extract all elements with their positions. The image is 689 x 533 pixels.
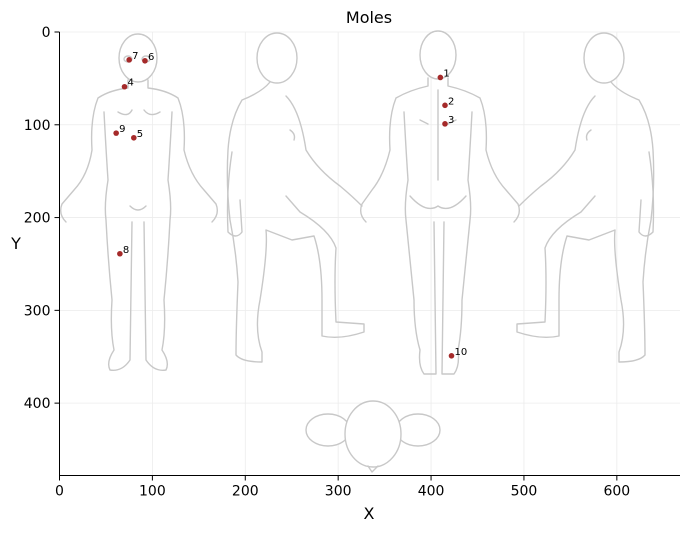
mole-label-4: 4 xyxy=(128,78,134,89)
y-tick-label: 100 xyxy=(24,118,51,134)
mole-point-2 xyxy=(442,102,448,109)
chart-title: Moles xyxy=(346,8,392,27)
x-ticks: 0 100 200 300 400 500 600 xyxy=(55,475,630,500)
mole-label-8: 8 xyxy=(123,245,129,256)
y-tick-label: 400 xyxy=(24,396,51,412)
mole-point-7 xyxy=(126,57,132,63)
x-tick-label: 600 xyxy=(603,484,630,500)
x-tick-label: 200 xyxy=(232,484,259,500)
y-tick-label: 0 xyxy=(42,25,51,41)
x-tick-label: 100 xyxy=(139,484,166,500)
mole-label-9: 9 xyxy=(119,124,125,135)
x-tick-label: 0 xyxy=(55,484,64,500)
x-axis-title: X xyxy=(364,504,375,523)
front-body-figure xyxy=(59,33,219,371)
mole-label-2: 2 xyxy=(448,96,454,107)
side-body-figure-left xyxy=(516,32,655,363)
mole-point-3 xyxy=(442,121,448,127)
back-body-figure xyxy=(359,30,521,375)
mole-point-5 xyxy=(131,134,137,141)
mole-label-7: 7 xyxy=(132,51,138,62)
y-ticks: 0 100 200 300 400 xyxy=(24,25,60,412)
mole-point-6 xyxy=(142,57,148,64)
y-axis-title: Y xyxy=(10,234,21,253)
body-diagram-image xyxy=(59,30,655,473)
mole-point-9 xyxy=(113,130,119,136)
mole-label-1: 1 xyxy=(443,68,449,79)
mole-point-8 xyxy=(117,250,123,257)
mole-label-5: 5 xyxy=(137,129,143,140)
top-body-figure xyxy=(305,400,441,473)
y-tick-label: 300 xyxy=(24,303,51,319)
mole-label-10: 10 xyxy=(454,347,467,358)
mole-label-6: 6 xyxy=(148,52,154,63)
mole-point-10 xyxy=(448,353,455,359)
x-tick-label: 300 xyxy=(325,484,352,500)
x-tick-label: 500 xyxy=(511,484,538,500)
x-tick-label: 400 xyxy=(418,484,445,500)
y-tick-label: 200 xyxy=(24,211,51,227)
mole-points: 1 2 3 4 5 67 8 9 10 xyxy=(113,51,467,359)
side-body-figure-right xyxy=(226,32,365,363)
mole-label-3: 3 xyxy=(448,115,454,126)
mole-point-1 xyxy=(437,74,444,81)
grid xyxy=(59,31,680,476)
axes: 0 100 200 300 400 500 600 0 100 200 300 400 xyxy=(24,25,680,500)
mole-point-4 xyxy=(121,83,128,90)
